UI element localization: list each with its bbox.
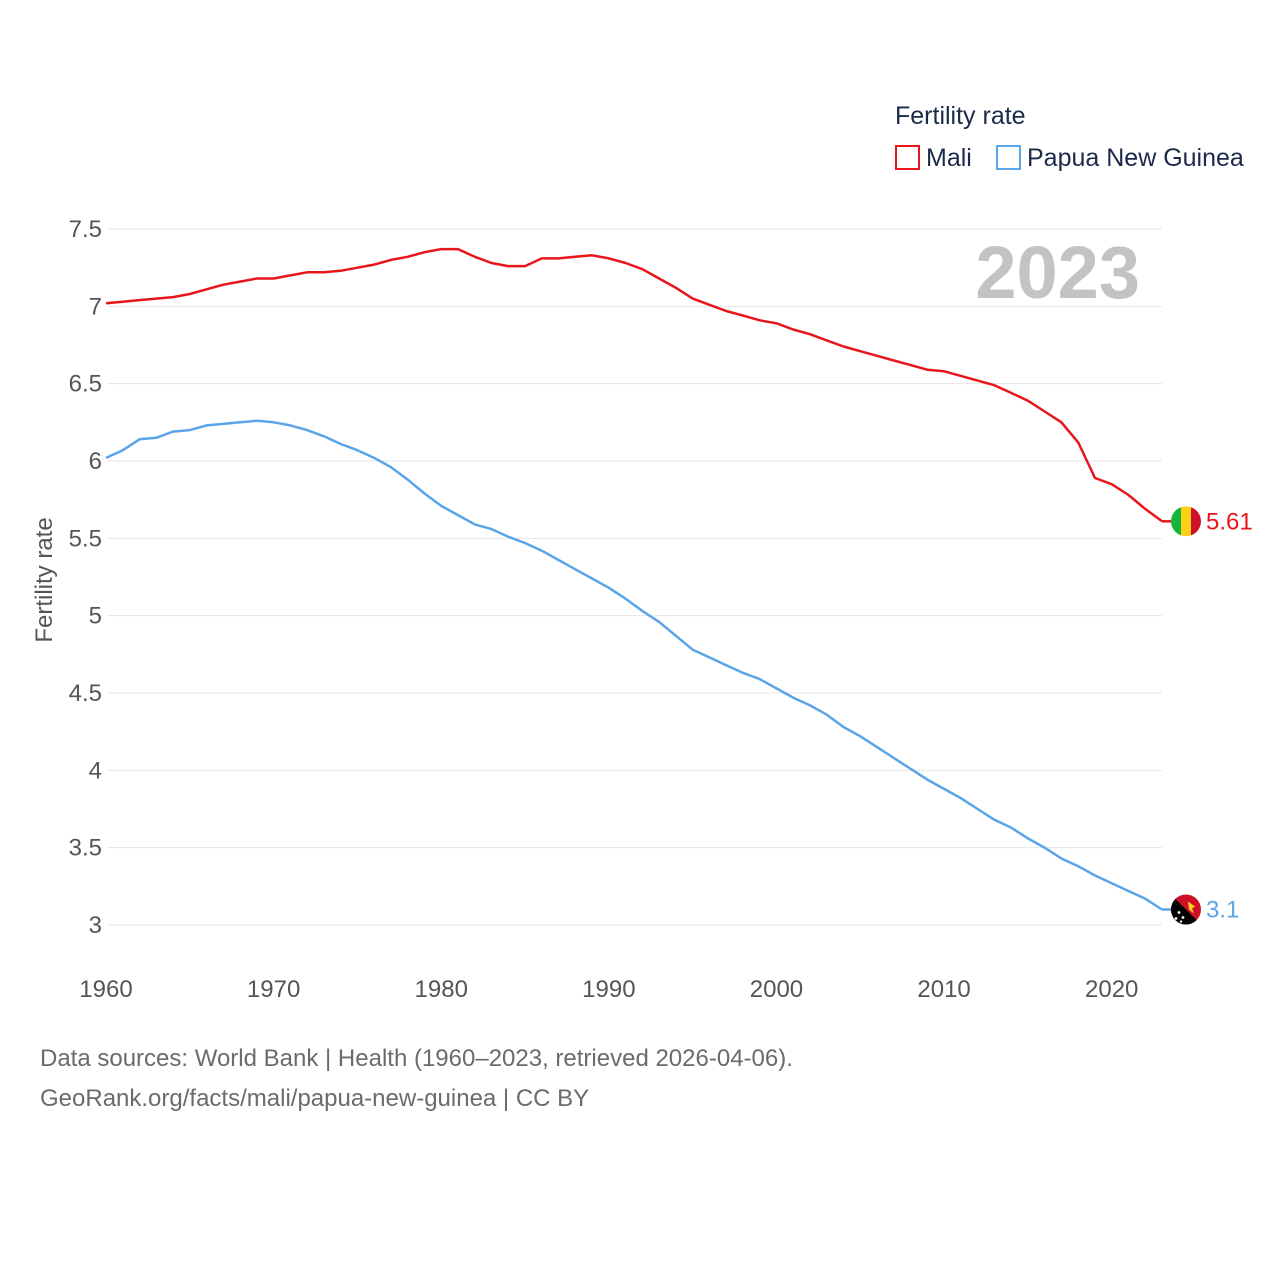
- papua-new-guinea-end-marker: 3.1: [1171, 894, 1239, 925]
- y-tick-label: 6: [89, 448, 102, 475]
- mali-flag-icon: [1171, 506, 1201, 537]
- series-line-papua-new-guinea[interactable]: [105, 419, 1163, 911]
- mali-end-marker: 5.61: [1171, 506, 1253, 537]
- papua-new-guinea-flag-icon: [1171, 894, 1201, 925]
- x-axis-ticks: 1960 1970 1980 1990 2000 2010 2020: [79, 976, 1138, 1003]
- y-axis-label: Fertility rate: [31, 517, 58, 642]
- x-tick-label: 2010: [917, 976, 970, 1003]
- legend-title: Fertility rate: [895, 102, 1026, 130]
- y-tick-label: 7.5: [69, 216, 102, 243]
- papua-new-guinea-end-value: 3.1: [1206, 897, 1239, 924]
- y-tick-label: 7: [89, 293, 102, 320]
- legend-label-papua-new-guinea[interactable]: Papua New Guinea: [1027, 144, 1244, 172]
- y-tick-label: 6.5: [69, 371, 102, 398]
- y-tick-label: 5.5: [69, 525, 102, 552]
- legend-swatch-papua-new-guinea[interactable]: [996, 145, 1021, 170]
- y-tick-label: 5: [89, 603, 102, 630]
- y-tick-label: 4.5: [69, 680, 102, 707]
- x-tick-label: 1960: [79, 976, 132, 1003]
- x-tick-label: 1980: [415, 976, 468, 1003]
- footer-sources: Data sources: World Bank | Health (1960–…: [40, 1045, 793, 1072]
- legend-swatch-mali[interactable]: [895, 145, 920, 170]
- footer-attribution[interactable]: GeoRank.org/facts/mali/papua-new-guinea …: [40, 1085, 590, 1112]
- legend-label-mali[interactable]: Mali: [926, 144, 972, 172]
- legend: Fertility rate Mali Papua New Guinea: [895, 102, 1244, 172]
- x-tick-label: 1990: [582, 976, 635, 1003]
- x-tick-label: 2020: [1085, 976, 1138, 1003]
- y-tick-label: 3.5: [69, 835, 102, 862]
- series-lines: [105, 247, 1171, 911]
- series-line-mali[interactable]: [105, 247, 1163, 523]
- y-tick-label: 3: [89, 912, 102, 939]
- y-tick-label: 4: [89, 757, 102, 784]
- x-tick-label: 1970: [247, 976, 300, 1003]
- y-axis-ticks: 3 3.5 4 4.5 5 5.5 6 6.5 7 7.5: [69, 216, 102, 939]
- mali-end-value: 5.61: [1206, 508, 1253, 535]
- gridlines: [108, 228, 1162, 926]
- year-label: 2023: [975, 231, 1140, 314]
- x-tick-label: 2000: [750, 976, 803, 1003]
